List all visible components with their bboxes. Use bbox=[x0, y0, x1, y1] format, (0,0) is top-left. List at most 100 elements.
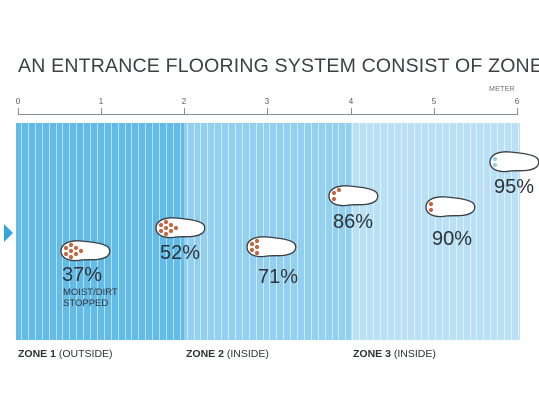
floor-stripe bbox=[497, 123, 499, 340]
floor-stripe bbox=[352, 123, 354, 340]
floor-stripe bbox=[34, 123, 36, 340]
dirt-dot bbox=[331, 190, 337, 196]
tick-label: 4 bbox=[348, 97, 354, 106]
dirt-dot bbox=[68, 254, 74, 260]
floor-stripe bbox=[476, 123, 478, 340]
dirt-dot bbox=[163, 219, 169, 225]
scale-unit-label: METER bbox=[489, 86, 515, 93]
floor-stripe bbox=[359, 123, 361, 340]
zone-name: ZONE 3 bbox=[353, 348, 391, 360]
floor-stripe bbox=[145, 123, 147, 340]
dirt-marks bbox=[331, 187, 342, 202]
floor-stripe bbox=[317, 123, 319, 340]
floor-stripe bbox=[400, 123, 402, 340]
tick-label: 5 bbox=[431, 97, 437, 106]
footprint-icon bbox=[155, 217, 206, 239]
tick-label: 0 bbox=[15, 97, 21, 106]
tick-mark bbox=[517, 108, 518, 115]
floor-stripe bbox=[62, 123, 64, 340]
step-percent: 90% bbox=[432, 228, 473, 250]
floor-stripe bbox=[441, 123, 443, 340]
dirt-dot bbox=[492, 156, 498, 162]
dirt-marks bbox=[428, 201, 434, 213]
tick-mark bbox=[101, 108, 102, 115]
zone-2-label: ZONE 2 (INSIDE) bbox=[186, 348, 269, 360]
floor-stripe bbox=[138, 123, 140, 340]
floor-stripe bbox=[324, 123, 326, 340]
dirt-dot bbox=[249, 241, 255, 247]
dirt-dot bbox=[68, 242, 74, 248]
floor-stripe bbox=[103, 123, 105, 340]
floor-stripe bbox=[290, 123, 292, 340]
zone-name: ZONE 1 bbox=[18, 348, 56, 360]
floor-stripe bbox=[27, 123, 29, 340]
floor-stripe bbox=[428, 123, 430, 340]
dirt-dot bbox=[254, 250, 260, 256]
zone-name: ZONE 2 bbox=[186, 348, 224, 360]
floor-stripe bbox=[297, 123, 298, 340]
dirt-dot bbox=[68, 248, 74, 254]
floor-stripe bbox=[228, 123, 229, 340]
dirt-marks bbox=[63, 242, 84, 260]
step-percent: 86% bbox=[333, 211, 374, 233]
floor-stripe bbox=[221, 123, 223, 340]
dirt-marks bbox=[158, 219, 179, 237]
floor-stripe bbox=[255, 123, 257, 340]
dirt-dot bbox=[73, 245, 79, 251]
zone-1-label: ZONE 1 (OUTSIDE) bbox=[18, 348, 113, 360]
scale-line bbox=[18, 114, 518, 115]
floor-stripe bbox=[455, 123, 457, 340]
tick-mark bbox=[18, 108, 19, 115]
dirt-dot bbox=[168, 228, 174, 234]
dirt-dot bbox=[254, 238, 260, 244]
floor-stripe bbox=[510, 123, 512, 340]
floor-stripe bbox=[96, 123, 98, 340]
floor-stripe bbox=[69, 123, 71, 340]
floor-stripe bbox=[338, 123, 340, 340]
dirt-dot bbox=[63, 251, 69, 257]
page-title: AN ENTRANCE FLOORING SYSTEM CONSIST OF Z… bbox=[18, 55, 539, 77]
footprint-icon bbox=[60, 240, 111, 262]
dirt-dot bbox=[336, 187, 342, 193]
dirt-dot bbox=[63, 245, 69, 251]
tick-label: 1 bbox=[98, 97, 104, 106]
dirt-dot bbox=[249, 247, 255, 253]
floor-stripe bbox=[407, 123, 409, 340]
floor-stripe bbox=[393, 123, 395, 340]
floor-stripe bbox=[124, 123, 126, 340]
zone-3-label: ZONE 3 (INSIDE) bbox=[353, 348, 436, 360]
floor-stripe bbox=[435, 123, 436, 340]
tick-mark bbox=[351, 108, 352, 115]
floor-stripe bbox=[248, 123, 250, 340]
floor-stripe bbox=[152, 123, 154, 340]
zone-desc: (OUTSIDE) bbox=[58, 348, 113, 360]
floor-stripe bbox=[269, 123, 271, 340]
dirt-dot bbox=[254, 244, 260, 250]
step-note: STOPPED bbox=[63, 298, 109, 309]
step-note: MOIST/DIRT bbox=[63, 287, 118, 298]
dirt-marks bbox=[492, 156, 498, 168]
floor-stripe bbox=[117, 123, 119, 340]
footprint-icon bbox=[425, 196, 476, 218]
dirt-dot bbox=[173, 225, 179, 231]
tick-mark bbox=[267, 108, 268, 115]
floor-stripe bbox=[331, 123, 333, 340]
tick-label: 3 bbox=[264, 97, 270, 106]
footprint-icon bbox=[328, 185, 379, 207]
dirt-dot bbox=[492, 162, 498, 168]
dirt-dot bbox=[158, 222, 164, 228]
floor-stripe bbox=[76, 123, 78, 340]
dirt-dot bbox=[428, 207, 434, 213]
floor-stripe bbox=[234, 123, 236, 340]
dirt-dot bbox=[428, 201, 434, 207]
footprint-icon bbox=[489, 151, 539, 173]
floor-stripe bbox=[490, 123, 492, 340]
dirt-dot bbox=[73, 251, 79, 257]
tick-label: 6 bbox=[514, 97, 520, 106]
floor-stripe bbox=[48, 123, 50, 340]
floor-stripe bbox=[414, 123, 416, 340]
floor-stripe bbox=[372, 123, 374, 340]
floor-stripe bbox=[83, 123, 85, 340]
step-percent: 52% bbox=[160, 242, 201, 264]
floor-stripe bbox=[366, 123, 367, 340]
